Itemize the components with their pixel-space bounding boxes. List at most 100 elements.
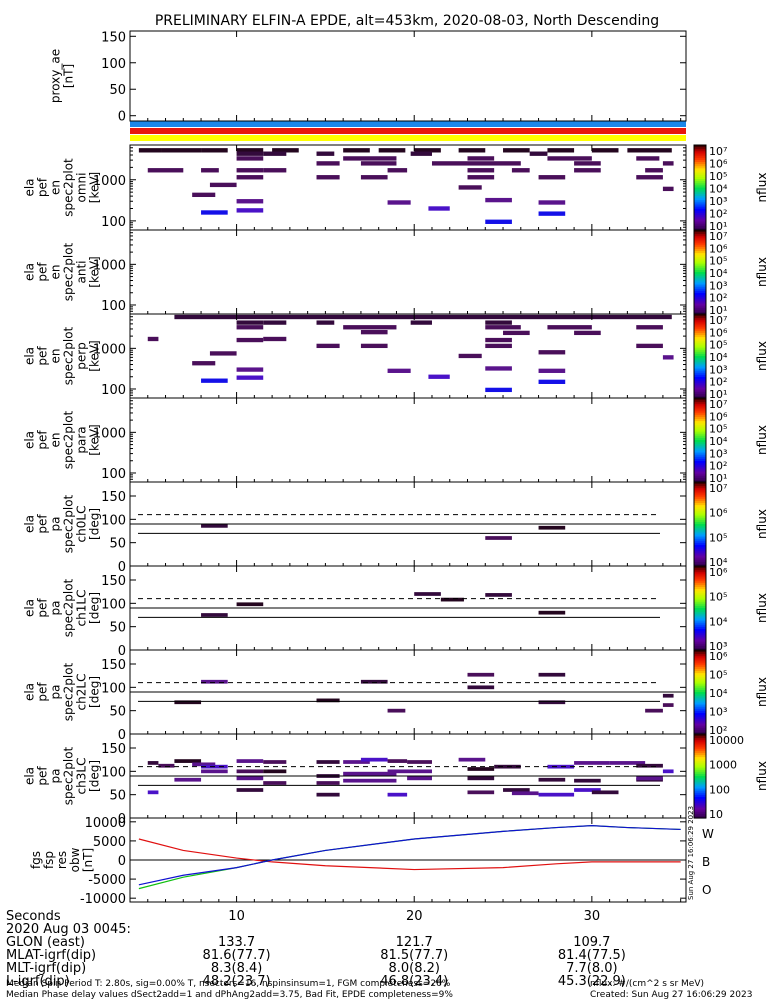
- colorbar-tick-label: 10⁴: [709, 556, 728, 569]
- heatmap-cell: [158, 763, 175, 768]
- colorbar-tick-label: 10: [709, 808, 723, 821]
- y-tick-label: 0: [118, 560, 126, 575]
- y-axis-label-text: elapefenspec2plotpara[keV]: [23, 410, 102, 469]
- heatmap-cell: [201, 210, 228, 215]
- colorbar-swatch: [694, 444, 706, 447]
- heatmap-cell: [360, 679, 388, 684]
- colorbar-swatch: [694, 349, 706, 353]
- heatmap-cell: [236, 168, 264, 173]
- colorbar-swatch: [694, 717, 706, 720]
- colorbar-swatch: [694, 641, 706, 645]
- colorbar-swatch: [694, 681, 706, 685]
- colorbar-swatch: [694, 358, 706, 361]
- colorbar-swatch: [694, 284, 706, 288]
- y-axis-label-line: [deg]: [88, 508, 102, 540]
- colorbar-tick-label: 10⁵: [709, 170, 727, 183]
- colorbar-swatch: [694, 752, 706, 756]
- y-tick-label: 0: [118, 110, 126, 125]
- y-axis-label: elapefenspec2plotomni[keV]: [23, 158, 102, 217]
- colorbar-swatch: [694, 574, 706, 578]
- colorbar-tick-label: 10⁴: [709, 435, 728, 448]
- y-axis-label-text: fgsfspresobw[nT]: [29, 847, 95, 872]
- colorbar-swatch: [694, 813, 706, 817]
- colorbar-swatch: [694, 687, 706, 691]
- colorbar-swatch: [694, 269, 706, 273]
- heatmap-cell: [201, 613, 228, 617]
- colorbar-swatch: [694, 744, 706, 748]
- y-axis-label-line: fsp: [42, 851, 56, 869]
- colorbar-swatch: [694, 561, 706, 565]
- side-stamp: Sun Aug 27 16:06:29 2023: [687, 806, 695, 900]
- heatmap-cell: [343, 325, 397, 330]
- heatmap-cell: [360, 757, 388, 762]
- colorbar-swatch: [694, 530, 706, 533]
- heatmap-cell: [387, 200, 411, 205]
- colorbar-swatch: [694, 660, 706, 664]
- colorbar-swatch: [694, 723, 706, 727]
- colorbar-swatch: [694, 540, 706, 544]
- colorbar-swatch: [694, 549, 706, 552]
- panel-pef_pa_ch0LC: 150100500elapefpaspec2plotch0LC[deg]10⁷1…: [23, 481, 769, 575]
- y-tick-label: 150: [101, 658, 126, 673]
- y-tick-label: 150: [101, 30, 126, 45]
- y-axis-label-line: ela: [23, 347, 37, 365]
- footer-created: Created: Sun Aug 27 16:06:29 2023: [590, 990, 752, 1000]
- heatmap-cell: [538, 672, 566, 677]
- colorbar-swatch: [694, 191, 706, 195]
- heatmap-cell: [263, 336, 287, 342]
- colorbar-swatch: [694, 805, 706, 809]
- colorbar-swatch: [694, 715, 706, 718]
- colorbar-swatch: [694, 433, 706, 437]
- colorbar-swatch: [694, 297, 706, 300]
- colorbar-swatch: [694, 251, 706, 254]
- status-bar: [130, 135, 686, 141]
- heatmap-cell: [538, 700, 566, 705]
- y-axis-label: fgsfspresobw[nT]: [29, 847, 95, 872]
- colorbar-swatch: [694, 731, 706, 735]
- colorbar-swatch: [694, 673, 706, 676]
- y-axis-label: elapefenspec2plotpara[keV]: [23, 410, 102, 469]
- colorbar-swatch: [694, 314, 706, 317]
- colorbar-tick-label: 10¹: [709, 472, 727, 485]
- colorbar-swatch: [694, 612, 706, 615]
- heatmap-cell: [201, 378, 228, 383]
- heatmap-cell: [192, 762, 216, 767]
- colorbar-swatch: [694, 255, 706, 258]
- colorbar-swatch: [694, 551, 706, 554]
- colorbar-tick-label: 1000: [709, 759, 737, 772]
- y-tick-label: 50: [109, 621, 126, 636]
- heatmap-cell: [547, 148, 575, 153]
- colorbar-swatch: [694, 652, 706, 655]
- colorbar-swatch: [694, 759, 706, 762]
- colorbar-swatch: [694, 706, 706, 710]
- colorbar-swatch: [694, 328, 706, 332]
- colorbar-label-text: nflux: [755, 173, 769, 203]
- colorbar-swatch: [694, 664, 706, 668]
- y-axis-label-line: [keV]: [88, 424, 102, 455]
- colorbar-swatch: [694, 811, 706, 815]
- heatmap-cell: [236, 375, 264, 380]
- colorbar-swatch: [694, 469, 706, 473]
- colorbar-swatch: [694, 168, 706, 172]
- colorbar-swatch: [694, 710, 706, 714]
- heatmap-cell: [467, 161, 521, 166]
- y-axis-label-line: [deg]: [88, 760, 102, 792]
- row-label: GLON (east): [6, 935, 85, 950]
- heatmap-cell: [378, 148, 406, 153]
- colorbar-swatch: [694, 776, 706, 779]
- colorbar-swatch: [694, 484, 706, 487]
- colorbar-swatch: [694, 185, 706, 189]
- colorbar-tick-label: 10¹: [709, 304, 727, 317]
- colorbar-swatch: [694, 385, 706, 389]
- colorbar-swatch: [694, 771, 706, 775]
- colorbar-tick-label: 10⁴: [709, 687, 728, 700]
- colorbar-swatch: [694, 187, 706, 191]
- colorbar-label-text: nflux: [755, 593, 769, 623]
- heatmap-cell: [538, 525, 566, 530]
- colorbar-swatch: [694, 164, 706, 167]
- colorbar-tick-label: 10⁵: [709, 591, 727, 604]
- colorbar-swatch: [694, 408, 706, 412]
- colorbar-swatch: [694, 654, 706, 657]
- heatmap-cell: [316, 792, 340, 797]
